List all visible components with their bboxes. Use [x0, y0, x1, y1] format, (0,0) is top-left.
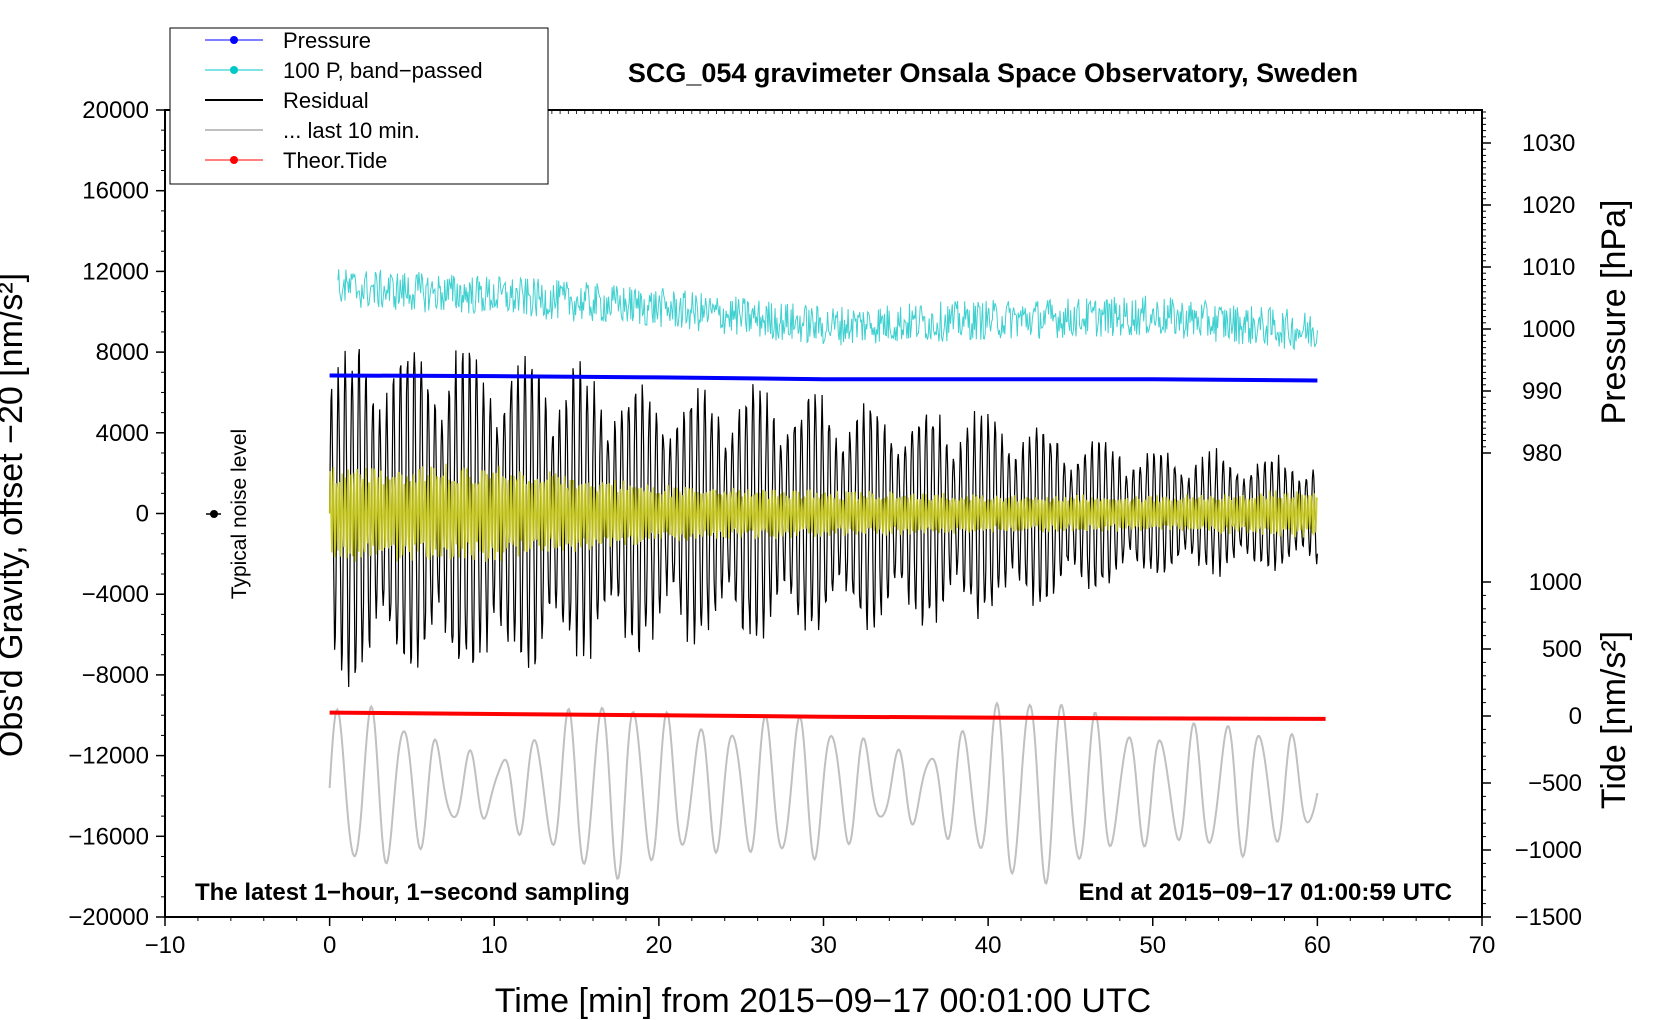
- noise-label: Typical noise level: [228, 429, 251, 599]
- y-tick-label: 20000: [82, 97, 149, 124]
- x-tick-label: 30: [810, 932, 837, 959]
- tide-tick-label: −1500: [1515, 904, 1582, 931]
- series-last-10-min: [328, 701, 1319, 886]
- series-pressure: [329, 373, 1318, 383]
- y-axis-label-left: Obs'd Gravity, offset −20 [nm/s²]: [0, 273, 30, 757]
- legend-marker: [230, 36, 238, 44]
- legend-box: [169, 27, 549, 185]
- tide-tick-label: −1000: [1515, 837, 1582, 864]
- y-tick-label: −4000: [82, 581, 149, 608]
- legend-label: 100 P, band−passed: [283, 58, 483, 83]
- series-layer: [328, 269, 1326, 886]
- legend-label: Residual: [283, 88, 369, 113]
- series-100p-band-passed: [337, 269, 1318, 351]
- pressure-tick-label: 1000: [1522, 316, 1575, 343]
- y-axis-label-tide: Tide [nm/s²]: [1595, 631, 1633, 809]
- series-residual-filtered: [328, 463, 1319, 563]
- noise-indicator: Typical noise level: [206, 429, 251, 599]
- x-tick-label: 60: [1304, 932, 1331, 959]
- x-tick-label: 70: [1469, 932, 1496, 959]
- tide-tick-label: 0: [1569, 703, 1582, 730]
- tide-tick-label: −500: [1528, 770, 1582, 797]
- pressure-tick-label: 1010: [1522, 254, 1575, 281]
- axes-layer: −10 0 10 20 30 40 50 60 702000016000120008000400…: [68, 97, 1582, 959]
- y-tick-label: 12000: [82, 258, 149, 285]
- annotation-bottom-left: The latest 1−hour, 1−second sampling: [195, 879, 630, 906]
- x-tick-label: 50: [1139, 932, 1166, 959]
- x-tick-label: 20: [646, 932, 673, 959]
- legend: Pressure 100 P, band−passed Residual ... la…: [169, 27, 549, 185]
- chart-title: SCG_054 gravimeter Onsala Space Observat…: [628, 58, 1358, 88]
- x-tick-label: −10: [145, 932, 186, 959]
- y-tick-label: −12000: [68, 743, 149, 770]
- series-residual: [329, 349, 1318, 688]
- x-tick-label: 0: [323, 932, 336, 959]
- legend-marker: [230, 156, 238, 164]
- x-axis-label: Time [min] from 2015−09−17 00:01:00 UTC: [495, 982, 1151, 1020]
- y-axis-label-pressure: Pressure [hPa]: [1595, 200, 1633, 425]
- pressure-tick-label: 1020: [1522, 192, 1575, 219]
- y-tick-label: −20000: [68, 904, 149, 931]
- pressure-tick-label: 980: [1522, 440, 1562, 467]
- x-tick-label: 40: [975, 932, 1002, 959]
- y-tick-label: 16000: [82, 178, 149, 205]
- y-tick-label: 4000: [96, 420, 149, 447]
- x-tick-label: 10: [481, 932, 508, 959]
- legend-label: Theor.Tide: [283, 148, 387, 173]
- annotation-bottom-right: End at 2015−09−17 01:00:59 UTC: [1078, 879, 1452, 906]
- y-tick-label: −16000: [68, 823, 149, 850]
- pressure-tick-label: 1030: [1522, 130, 1575, 157]
- tide-tick-label: 500: [1542, 636, 1582, 663]
- y-tick-label: −8000: [82, 662, 149, 689]
- series-theor-tide: [329, 710, 1326, 721]
- tide-tick-label: 1000: [1529, 569, 1582, 596]
- legend-marker: [230, 66, 238, 74]
- plot-area: [164, 109, 1483, 918]
- y-tick-label: 8000: [96, 339, 149, 366]
- noise-point: [210, 510, 218, 518]
- y-tick-label: 0: [136, 501, 149, 528]
- legend-label: ... last 10 min.: [283, 118, 420, 143]
- legend-label: Pressure: [283, 28, 371, 53]
- pressure-tick-label: 990: [1522, 378, 1562, 405]
